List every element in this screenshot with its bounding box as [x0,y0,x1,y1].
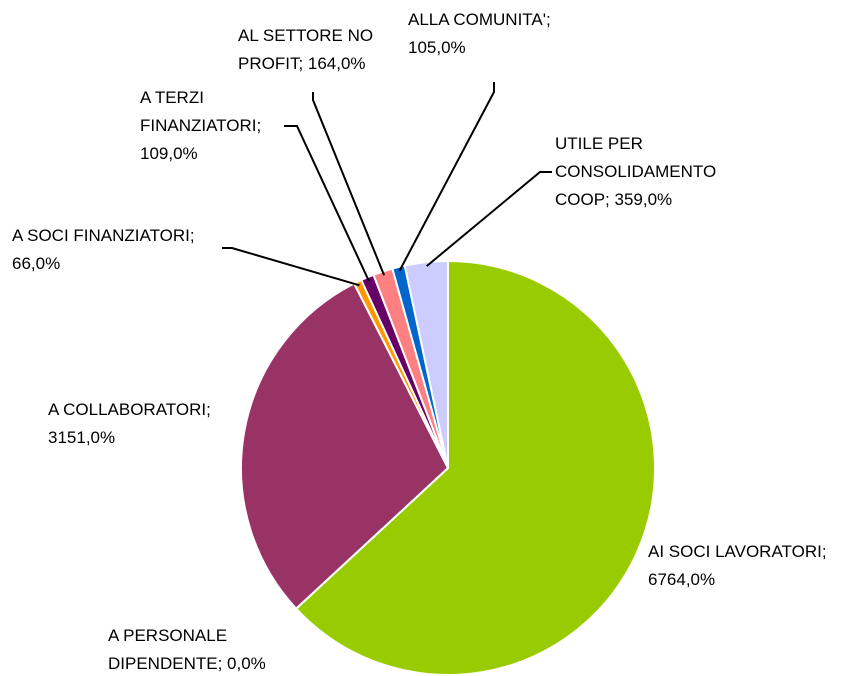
data-label: A SOCI FINANZIATORI; 66,0% [12,226,195,273]
leader-line [312,92,386,276]
leader-line [426,171,552,267]
data-label: AI SOCI LAVORATORI; 6764,0% [648,542,827,589]
leader-line [284,125,370,282]
leader-line [398,82,495,272]
leader-line [222,247,360,287]
data-label: UTILE PER CONSOLIDAMENTO COOP; 359,0% [555,134,717,209]
data-label: A TERZI FINANZIATORI; 109,0% [140,88,262,163]
data-label: AL SETTORE NO PROFIT; 164,0% [238,26,374,73]
pie-slice [240,282,450,611]
pie-slice [294,259,656,676]
data-label: A COLLABORATORI; 3151,0% [48,400,211,447]
data-label: ALLA COMUNITA'; 105,0% [408,10,551,57]
pie-slice [403,259,449,469]
data-label: A PERSONALE DIPENDENTE; 0,0% [108,626,266,673]
